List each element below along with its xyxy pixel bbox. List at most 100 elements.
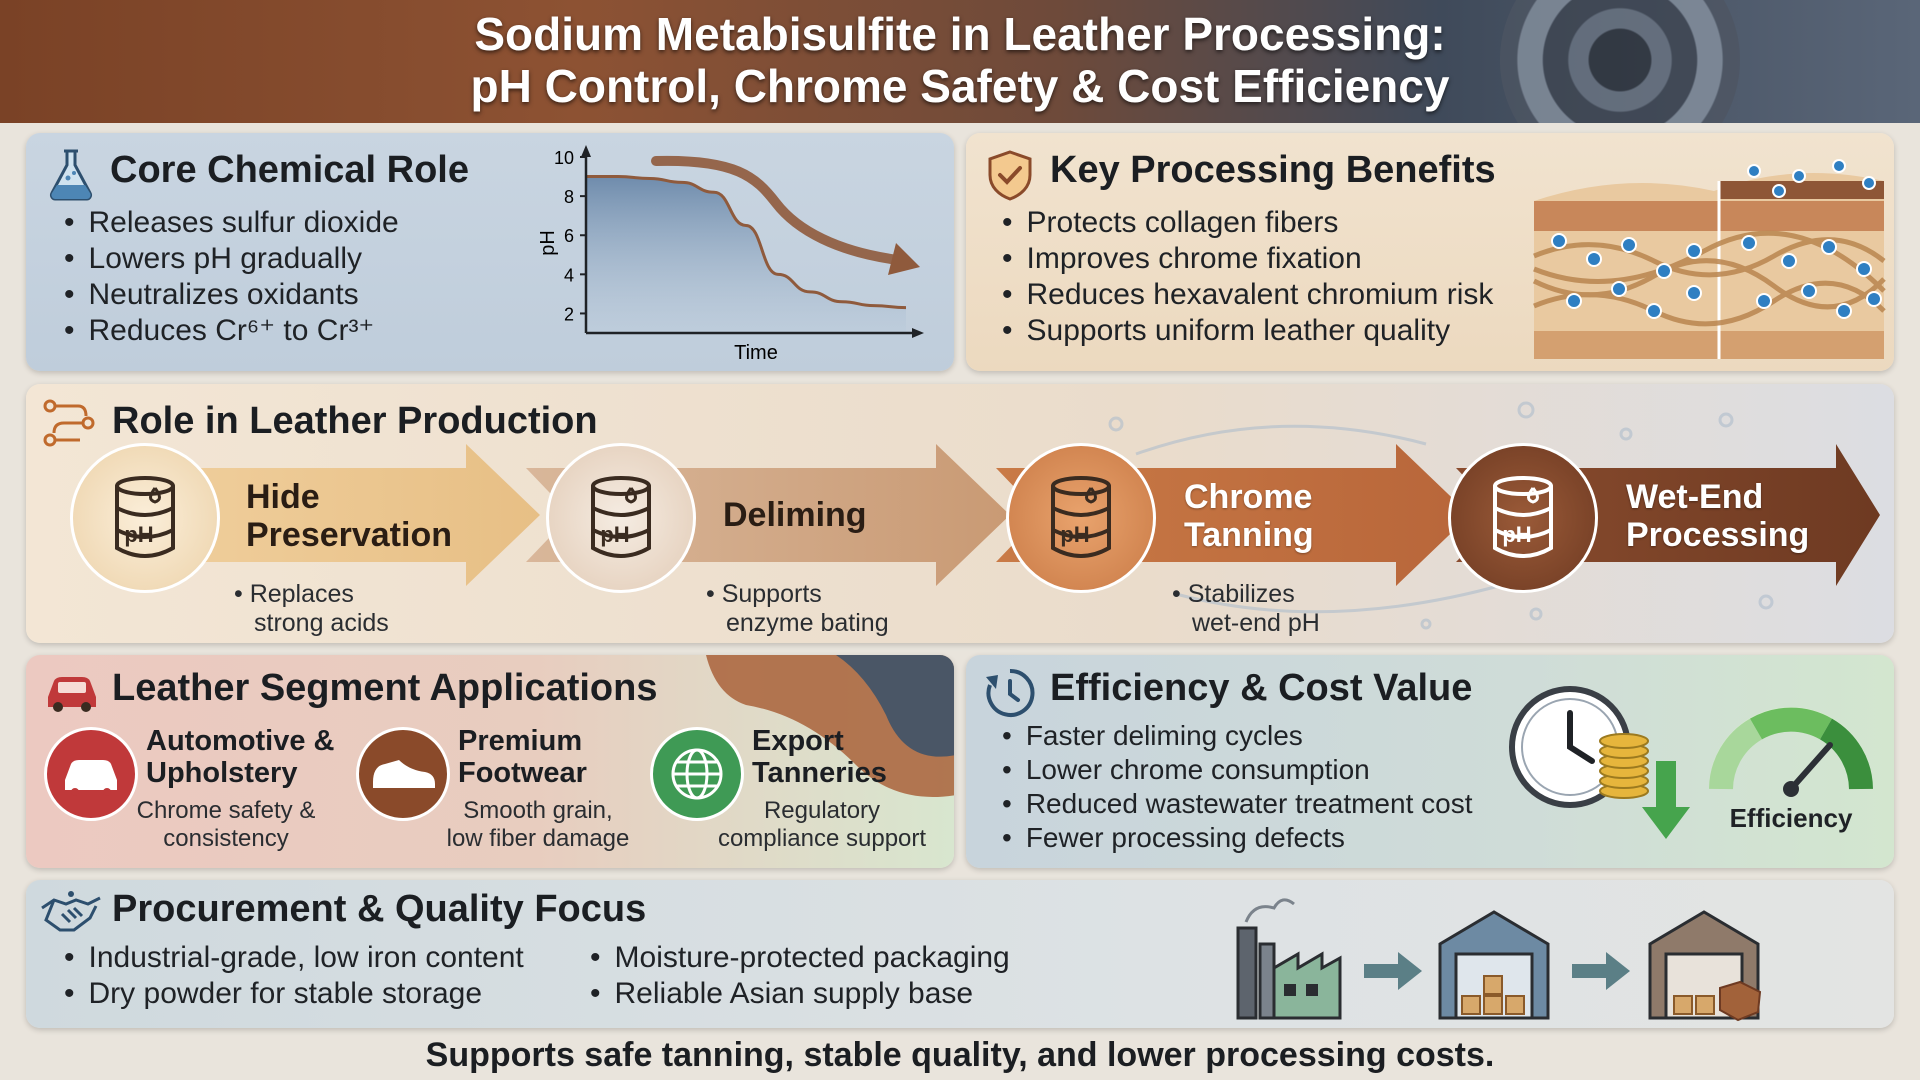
- drum-icon: pH: [1493, 476, 1553, 558]
- y-tick-label: 6: [564, 226, 574, 246]
- step-label-hide-preservation: Hide Preservation: [246, 478, 452, 554]
- segment-label-footwear: Premium Footwear: [458, 725, 587, 789]
- segment-note-automotive: Chrome safety & consistency: [136, 797, 316, 853]
- step-label-wet-end: Wet-End Processing: [1626, 478, 1809, 554]
- procurement-bullet: Dry powder for stable storage: [64, 976, 524, 1012]
- segment-note-line: consistency: [163, 825, 289, 852]
- step-label-line: Tanning: [1184, 516, 1314, 554]
- segment-note-line: Chrome safety &: [136, 797, 316, 824]
- procurement-title: Procurement & Quality Focus: [112, 888, 647, 930]
- ph-series-line: [586, 175, 907, 310]
- segment-note-export: Regulatory compliance support: [702, 797, 942, 853]
- core-bullet: Reduces Cr⁶⁺ to Cr³⁺: [64, 313, 399, 349]
- benefit-bullet: Improves chrome fixation: [1002, 241, 1493, 277]
- step-note-line: • Supports: [706, 580, 822, 608]
- gauge-label: Efficiency: [1729, 803, 1853, 833]
- step-note-line: enzyme bating: [726, 609, 889, 637]
- efficiency-bullet: Lower chrome consumption: [1002, 753, 1472, 787]
- water-splash: [1108, 401, 1774, 630]
- procurement-col1: Industrial-grade, low iron content Dry p…: [64, 940, 524, 1012]
- procurement-quality-panel: Procurement & Quality Focus Industrial-g…: [26, 880, 1894, 1028]
- efficiency-bullet: Fewer processing defects: [1002, 821, 1472, 855]
- procurement-bullet: Moisture-protected packaging: [590, 940, 1010, 976]
- header-banner: Sodium Metabisulfite in Leather Processi…: [0, 0, 1920, 123]
- core-bullet: Neutralizes oxidants: [64, 277, 399, 313]
- drum-icon: pH: [115, 476, 175, 558]
- procurement-bullet: Reliable Asian supply base: [590, 976, 1010, 1012]
- segment-label-line: Export: [752, 725, 844, 757]
- ph-chart: 2 4 6 8 10 pH Time: [537, 145, 924, 364]
- step-note-hide-preservation: • Replaces strong acids: [234, 580, 389, 638]
- step-label-deliming: Deliming: [723, 496, 867, 534]
- segment-label-automotive: Automotive & Upholstery: [146, 725, 335, 789]
- segment-note-footwear: Smooth grain, low fiber damage: [428, 797, 648, 853]
- handshake-icon: [41, 891, 101, 932]
- step-note-line: strong acids: [254, 609, 389, 637]
- segment-label-line: Footwear: [458, 757, 587, 789]
- footer-tagline: Supports safe tanning, stable quality, a…: [425, 1036, 1495, 1074]
- factory-icon: [1236, 898, 1342, 1020]
- benefits-bullets: Protects collagen fibers Improves chrome…: [1002, 205, 1494, 349]
- step-arrow-hide-preservation: [146, 444, 540, 586]
- step-label-line: Preservation: [246, 516, 452, 554]
- benefits-title: Key Processing Benefits: [1050, 149, 1496, 191]
- step-icon-chrome-tanning: pH: [1006, 443, 1156, 593]
- efficiency-bullet: Reduced wastewater treatment cost: [1002, 787, 1473, 821]
- x-axis-label: Time: [734, 342, 778, 364]
- arrow-right-icon: [1572, 952, 1630, 990]
- drum-label: pH: [1060, 522, 1089, 547]
- ph-area: [586, 176, 906, 333]
- drum-label: pH: [1502, 522, 1531, 547]
- x-axis-arrow: [912, 328, 924, 338]
- core-bullet: Releases sulfur dioxide: [64, 205, 399, 241]
- efficiency-title: Efficiency & Cost Value: [1050, 667, 1473, 709]
- step-label-line: Deliming: [723, 496, 867, 534]
- core-chemical-role-panel: Core Chemical Role Releases sulfur dioxi…: [26, 133, 954, 371]
- segment-label-line: Automotive &: [146, 725, 335, 757]
- key-benefits-panel: Key Processing Benefits Protects collage…: [966, 133, 1894, 371]
- role-title: Role in Leather Production: [112, 400, 598, 442]
- segments-title: Leather Segment Applications: [112, 667, 658, 709]
- segment-note-line: Smooth grain,: [463, 797, 613, 824]
- trend-arrow: [651, 155, 911, 266]
- benefit-bullet: Protects collagen fibers: [1002, 205, 1493, 241]
- benefit-bullet: Reduces hexavalent chromium risk: [1002, 277, 1494, 313]
- trend-arrowhead: [888, 243, 920, 275]
- y-tick-label: 10: [554, 148, 574, 168]
- drum-icon: pH: [1051, 476, 1111, 558]
- y-tick-label: 8: [564, 187, 574, 207]
- efficiency-gauge: [1709, 707, 1873, 797]
- step-note-deliming: • Supports enzyme bating: [706, 580, 889, 638]
- title-line-2: pH Control, Chrome Safety & Cost Efficie…: [470, 60, 1450, 112]
- step-icon-wet-end: pH: [1448, 443, 1598, 593]
- step-icon-hide-preservation: pH: [70, 443, 220, 593]
- leather-swatch-image: [706, 655, 954, 797]
- drum-label: pH: [124, 522, 153, 547]
- step-label-line: Chrome: [1184, 478, 1313, 516]
- car-icon: [48, 677, 96, 712]
- step-note-line: • Stabilizes: [1172, 580, 1295, 608]
- drum-icon: pH: [591, 476, 651, 558]
- page-title: Sodium Metabisulfite in Leather Processi…: [0, 8, 1920, 112]
- globe-icon: [671, 748, 723, 800]
- clock-coins-icon: [1509, 686, 1690, 839]
- core-bullet: Lowers pH gradually: [64, 241, 399, 277]
- supply-chain-illustration: [1236, 898, 1762, 1022]
- segment-note-line: low fiber damage: [446, 825, 630, 852]
- segment-icon-export: [650, 727, 744, 821]
- procurement-col2: Moisture-protected packaging Reliable As…: [590, 940, 1010, 1012]
- step-label-chrome-tanning: Chrome Tanning: [1184, 478, 1314, 554]
- segment-note-line: compliance support: [717, 825, 927, 852]
- step-label-line: Processing: [1626, 516, 1810, 554]
- shoe-icon: [373, 760, 435, 788]
- core-bullets: Releases sulfur dioxide Lowers pH gradua…: [64, 205, 399, 349]
- step-label-line: Wet-End: [1626, 478, 1764, 516]
- y-tick-label: 4: [564, 265, 574, 285]
- flask-icon: [49, 149, 93, 201]
- segment-icon-automotive: [44, 727, 138, 821]
- segment-label-line: Premium: [458, 725, 583, 757]
- warehouse-icon: [1438, 910, 1550, 1020]
- y-axis-arrow: [581, 145, 591, 157]
- arrow-right-icon: [1364, 952, 1422, 990]
- step-icon-deliming: pH: [546, 443, 696, 593]
